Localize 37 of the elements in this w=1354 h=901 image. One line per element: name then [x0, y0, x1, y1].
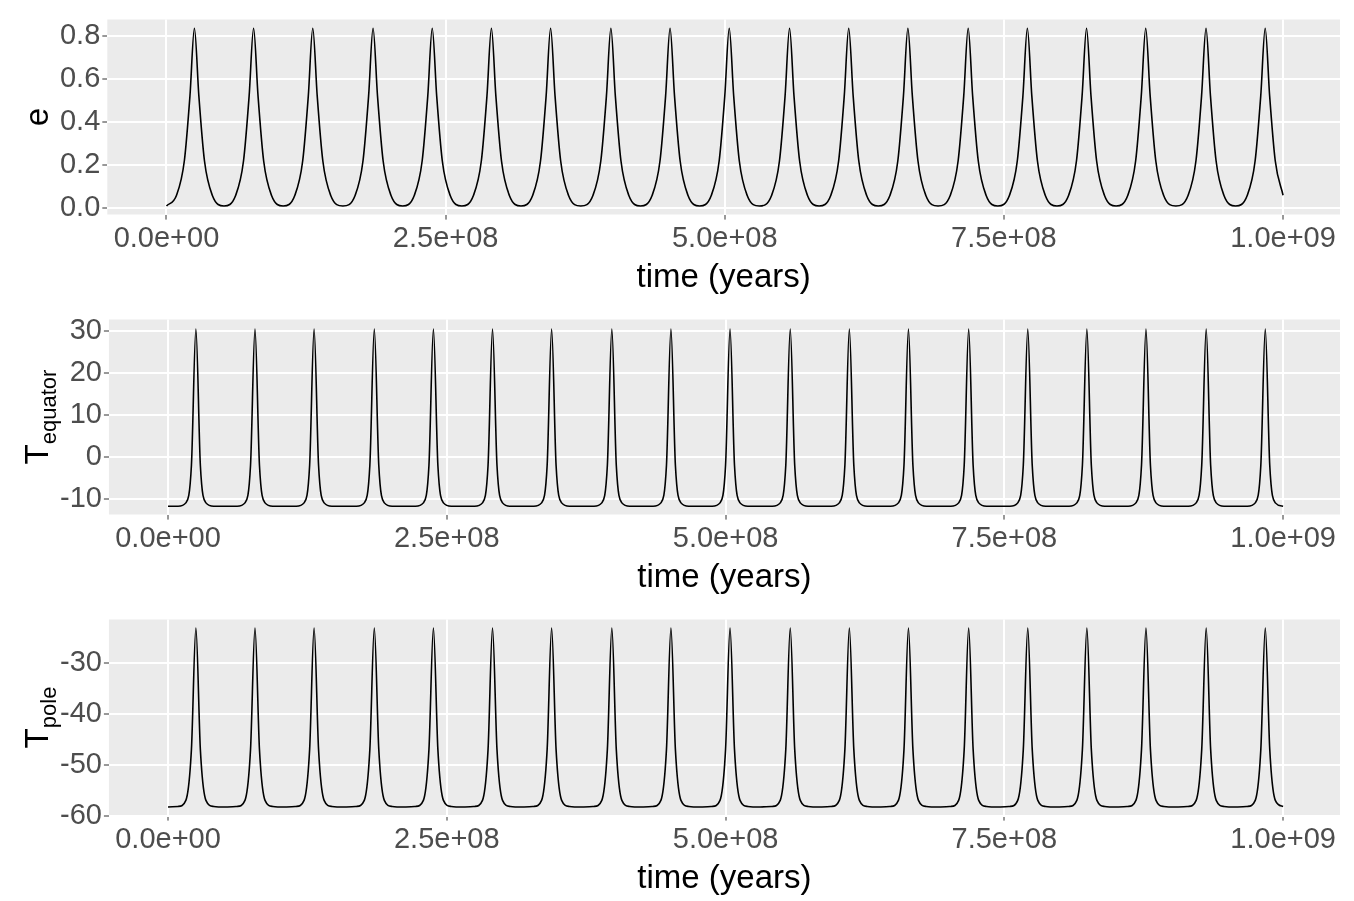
x-tick-label: 7.5e+08 [951, 521, 1058, 553]
y-tick-label: 0.6 [59, 60, 101, 93]
x-tick-label: 5.0e+08 [672, 822, 779, 854]
y-tick-label: -60 [59, 797, 102, 830]
x-axis-title: time (years) [637, 858, 812, 896]
y-tick-label: 0.0 [59, 190, 101, 223]
x-tick-label: 7.5e+08 [951, 822, 1058, 854]
x-tick-label: 0.0e+00 [115, 822, 221, 854]
y-axis-title: e [18, 107, 55, 127]
line-series [167, 627, 1284, 808]
x-axis-title: time (years) [636, 257, 811, 295]
y-tick-label: -10 [59, 480, 102, 513]
x-tick-label: 7.5e+08 [951, 221, 1057, 253]
line-series [165, 27, 1284, 207]
x-tick-label: 0.0e+00 [115, 521, 221, 553]
y-tick-label: 30 [69, 313, 102, 346]
y-tick-label: 0.2 [59, 147, 101, 180]
x-tick-label: 5.0e+08 [671, 221, 778, 253]
x-tick-label: 1.0e+09 [1230, 221, 1336, 253]
x-tick-label: 1.0e+09 [1230, 822, 1336, 854]
line-series [167, 328, 1284, 508]
x-tick-label: 5.0e+08 [672, 521, 779, 553]
x-tick-label: 1.0e+09 [1230, 521, 1336, 553]
y-tick-label: 0.8 [59, 17, 101, 50]
y-tick-label: -30 [59, 644, 102, 677]
x-tick-label: 2.5e+08 [393, 521, 500, 553]
y-axis-title: Tpole [18, 686, 61, 749]
x-tick-label: 0.0e+00 [113, 221, 220, 253]
y-axis-title: Tequator [18, 369, 61, 465]
y-tick-label: 0 [85, 438, 102, 471]
x-tick-label: 2.5e+08 [393, 822, 500, 854]
y-tick-label: 10 [69, 396, 102, 429]
x-axis-title: time (years) [637, 557, 812, 595]
y-tick-label: 0.4 [59, 103, 101, 136]
y-tick-label: 20 [69, 355, 102, 388]
y-tick-label: -50 [59, 746, 102, 779]
x-tick-label: 2.5e+08 [392, 221, 499, 253]
